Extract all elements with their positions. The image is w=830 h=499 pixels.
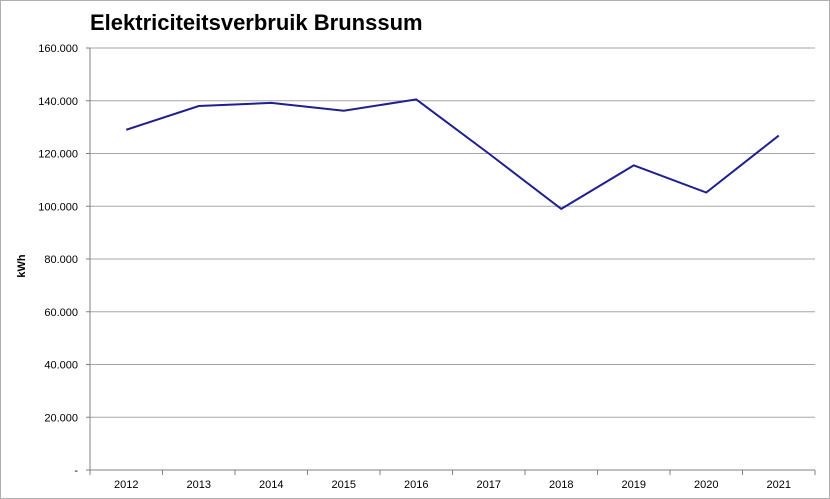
y-tick-label: 140.000 (38, 96, 78, 108)
y-tick-label: - (74, 465, 78, 477)
x-tick-label: 2014 (259, 479, 283, 491)
series-line (125, 98, 780, 211)
x-tick-label: 2013 (187, 479, 211, 491)
y-tick-label: 160.000 (38, 43, 78, 55)
series-layer (125, 98, 780, 211)
x-tick-label: 2020 (694, 479, 718, 491)
y-tick-label: 60.000 (44, 307, 78, 319)
grid-lines (90, 47, 815, 418)
x-tick-label: 2017 (477, 479, 501, 491)
y-tick-labels: - 20.000 40.000 60.000 80.000 100.000 120.000 1… (38, 43, 78, 477)
y-tick-label: 120.000 (38, 149, 78, 161)
y-tick-label: 80.000 (44, 254, 78, 266)
x-tick-label: 2019 (622, 479, 646, 491)
x-tick-label: 2021 (767, 479, 791, 491)
y-tick-label: 20.000 (44, 412, 78, 424)
chart-title: Elektriciteitsverbruik Brunssum (90, 10, 423, 35)
y-tick-label: 100.000 (38, 201, 78, 213)
axes (86, 47, 816, 475)
y-tick-label: 40.000 (44, 360, 78, 372)
x-tick-labels: 2012 2013 2014 2015 2016 2017 2018 2019 2020 2021 (114, 479, 791, 491)
x-tick-label: 2016 (404, 479, 428, 491)
x-tick-label: 2018 (549, 479, 573, 491)
x-tick-label: 2015 (332, 479, 356, 491)
x-tick-label: 2012 (114, 479, 138, 491)
